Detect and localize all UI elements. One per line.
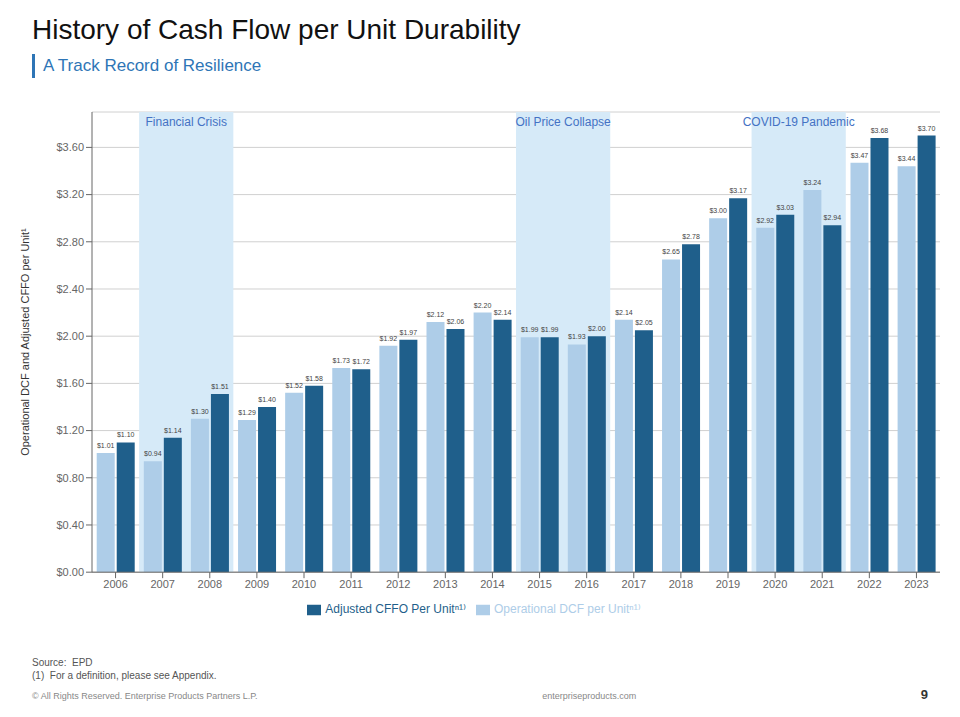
svg-text:$1.51: $1.51: [211, 383, 229, 390]
svg-text:2013: 2013: [433, 578, 457, 590]
svg-text:$3.20: $3.20: [56, 188, 84, 200]
svg-text:$1.72: $1.72: [353, 358, 371, 365]
svg-text:$3.17: $3.17: [729, 187, 747, 194]
svg-text:$3.44: $3.44: [898, 155, 916, 162]
svg-text:$2.65: $2.65: [662, 248, 680, 255]
svg-text:$2.14: $2.14: [615, 309, 633, 316]
html-text:Adjusted CFFO Per Unitⁿ¹⁾: Adjusted CFFO Per Unitⁿ¹⁾: [325, 602, 466, 617]
svg-text:$0.94: $0.94: [144, 450, 162, 457]
svg-text:$1.01: $1.01: [97, 442, 115, 449]
svg-text:2015: 2015: [527, 578, 551, 590]
svg-text:$1.14: $1.14: [164, 427, 182, 434]
svg-text:2022: 2022: [857, 578, 881, 590]
svg-text:$2.14: $2.14: [494, 309, 512, 316]
svg-text:$1.10: $1.10: [117, 431, 135, 438]
svg-text:$2.00: $2.00: [56, 330, 84, 342]
svg-text:$1.40: $1.40: [258, 396, 276, 403]
svg-text:$1.30: $1.30: [191, 408, 209, 415]
svg-text:2006: 2006: [103, 578, 127, 590]
svg-text:$2.00: $2.00: [588, 325, 606, 332]
svg-text:$2.78: $2.78: [682, 233, 700, 240]
html-text:© All Rights Reserved. Enterpr: © All Rights Reserved. Enterprise Produc…: [32, 691, 258, 701]
svg-text:2010: 2010: [292, 578, 316, 590]
svg-text:$0.80: $0.80: [56, 472, 84, 484]
svg-text:2011: 2011: [339, 578, 363, 590]
svg-text:$2.94: $2.94: [824, 214, 842, 221]
svg-text:$1.73: $1.73: [333, 357, 351, 364]
html-text:enterpriseproducts.com: enterpriseproducts.com: [542, 691, 637, 701]
svg-text:$2.40: $2.40: [56, 283, 84, 295]
svg-text:$1.97: $1.97: [400, 329, 418, 336]
html-text:A Track Record of Resilience: A Track Record of Resilience: [43, 56, 262, 75]
svg-text:$1.58: $1.58: [305, 375, 323, 382]
svg-text:2023: 2023: [904, 578, 928, 590]
svg-text:2007: 2007: [150, 578, 174, 590]
svg-text:$2.92: $2.92: [757, 217, 775, 224]
svg-text:$1.92: $1.92: [380, 335, 398, 342]
svg-text:2014: 2014: [480, 578, 504, 590]
svg-text:$1.93: $1.93: [568, 333, 586, 340]
svg-text:$1.20: $1.20: [56, 424, 84, 436]
svg-text:2020: 2020: [763, 578, 787, 590]
svg-text:$2.80: $2.80: [56, 236, 84, 248]
svg-text:$1.99: $1.99: [541, 326, 559, 333]
svg-text:2021: 2021: [810, 578, 834, 590]
svg-text:2019: 2019: [716, 578, 740, 590]
svg-text:$3.47: $3.47: [851, 152, 869, 159]
svg-text:$2.20: $2.20: [474, 302, 492, 309]
svg-text:$1.99: $1.99: [521, 326, 539, 333]
svg-text:$3.70: $3.70: [918, 125, 936, 132]
svg-text:2012: 2012: [386, 578, 410, 590]
svg-text:COVID-19 Pandemic: COVID-19 Pandemic: [743, 115, 855, 129]
html-text:History of Cash Flow per Unit: History of Cash Flow per Unit Durability: [32, 14, 521, 45]
svg-text:$3.60: $3.60: [56, 141, 84, 153]
svg-text:$3.00: $3.00: [709, 207, 727, 214]
html-text:Source: EPD: Source: EPD: [32, 657, 93, 668]
svg-text:Financial Crisis: Financial Crisis: [146, 115, 227, 129]
svg-text:$1.29: $1.29: [238, 409, 256, 416]
svg-text:$3.24: $3.24: [804, 179, 822, 186]
svg-text:Oil Price Collapse: Oil Price Collapse: [515, 115, 611, 129]
svg-text:$3.68: $3.68: [871, 127, 889, 134]
html-text:(1) For a definition, please s: (1) For a definition, please see Appendi…: [32, 670, 217, 681]
svg-text:2018: 2018: [669, 578, 693, 590]
html-text:Operational DCF per Unitⁿ¹⁾: Operational DCF per Unitⁿ¹⁾: [494, 602, 641, 617]
svg-text:$0.00: $0.00: [56, 566, 84, 578]
svg-text:2017: 2017: [622, 578, 646, 590]
html-text:9: 9: [920, 687, 928, 702]
svg-text:2008: 2008: [198, 578, 222, 590]
svg-text:$2.12: $2.12: [427, 311, 445, 318]
svg-text:$0.40: $0.40: [56, 519, 84, 531]
svg-text:$3.03: $3.03: [777, 204, 795, 211]
svg-text:Operational DCF and Adjusted C: Operational DCF and Adjusted CFFO per Un…: [19, 228, 31, 456]
svg-text:$2.06: $2.06: [447, 318, 465, 325]
svg-text:$2.05: $2.05: [635, 319, 653, 326]
svg-text:2016: 2016: [574, 578, 598, 590]
svg-text:2009: 2009: [245, 578, 269, 590]
svg-text:$1.60: $1.60: [56, 377, 84, 389]
svg-text:$1.52: $1.52: [285, 382, 303, 389]
